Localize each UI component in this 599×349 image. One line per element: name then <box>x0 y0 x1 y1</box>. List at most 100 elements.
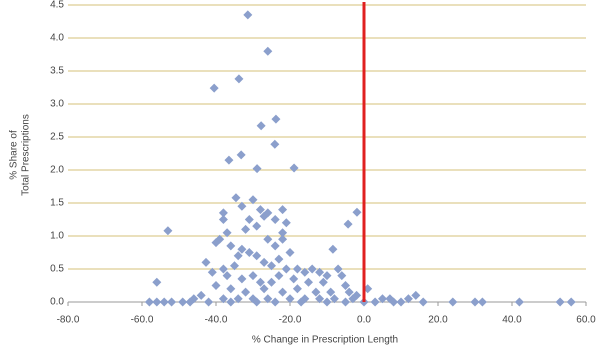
point <box>267 277 276 287</box>
x-tick-label: -80.0 <box>57 315 80 326</box>
point <box>243 10 253 20</box>
point <box>278 228 288 238</box>
point <box>333 264 343 274</box>
point <box>318 277 328 287</box>
point <box>252 221 262 231</box>
y-tick-label: 0.5 <box>50 264 64 275</box>
y-tick-label: 3.0 <box>50 99 64 110</box>
point <box>304 277 313 287</box>
point <box>274 271 284 281</box>
point <box>241 287 251 297</box>
point <box>248 195 258 205</box>
point <box>300 267 310 277</box>
point <box>274 254 284 264</box>
point <box>204 297 214 307</box>
point <box>322 297 332 307</box>
point <box>259 257 269 267</box>
point <box>218 215 228 224</box>
point <box>263 234 273 244</box>
point <box>470 297 480 307</box>
point <box>555 297 565 307</box>
point <box>278 234 288 244</box>
x-tick-label: 40.0 <box>502 315 522 326</box>
point <box>222 228 232 238</box>
point <box>389 297 399 307</box>
point <box>418 297 428 307</box>
point <box>248 271 258 281</box>
point <box>255 205 265 215</box>
point <box>231 193 241 203</box>
point <box>315 267 325 277</box>
point <box>263 208 273 218</box>
y-tick-label: 4.5 <box>50 0 64 11</box>
point <box>270 139 280 149</box>
point <box>201 257 211 267</box>
point <box>270 241 280 251</box>
y-tick-label: 4.0 <box>50 33 64 44</box>
point <box>244 215 254 224</box>
point <box>237 244 247 254</box>
point <box>218 208 228 218</box>
point <box>396 297 406 307</box>
point <box>341 281 350 290</box>
point <box>237 201 247 211</box>
point <box>256 121 266 131</box>
point <box>222 271 232 281</box>
point <box>252 164 262 174</box>
point <box>211 238 221 248</box>
y-tick-label: 2.5 <box>50 132 64 143</box>
point <box>252 297 262 307</box>
point <box>281 264 291 274</box>
point <box>514 297 524 307</box>
point <box>352 207 362 217</box>
point <box>218 294 228 304</box>
point <box>237 274 247 284</box>
point <box>218 264 228 274</box>
point <box>152 277 162 287</box>
point <box>263 294 273 304</box>
point <box>341 297 350 307</box>
point <box>226 284 236 294</box>
point <box>178 297 188 307</box>
point <box>448 297 458 307</box>
point <box>292 284 302 294</box>
x-tick-label: -40.0 <box>205 315 228 326</box>
point <box>159 297 169 307</box>
point <box>281 218 291 228</box>
point <box>211 281 221 290</box>
point <box>270 215 280 224</box>
point <box>226 297 236 307</box>
point <box>348 294 358 304</box>
x-tick-label: 60.0 <box>576 315 596 326</box>
point <box>263 46 273 56</box>
point <box>343 219 353 229</box>
point <box>255 277 265 287</box>
point <box>311 287 321 297</box>
point <box>344 287 354 297</box>
point <box>259 284 269 294</box>
point <box>196 290 206 300</box>
point <box>207 267 217 277</box>
point <box>234 74 244 84</box>
point <box>403 294 413 304</box>
point <box>315 294 325 304</box>
point <box>278 205 288 215</box>
point <box>226 241 236 251</box>
point <box>230 261 239 271</box>
point <box>209 83 219 93</box>
point <box>233 294 243 304</box>
point <box>267 261 276 271</box>
y-tick-label: 1.0 <box>50 231 64 242</box>
point <box>270 297 280 307</box>
point <box>477 297 487 307</box>
point <box>278 287 288 297</box>
x-axis-label: % Change in Prescription Length <box>252 335 398 346</box>
point <box>307 264 317 274</box>
point <box>252 251 262 261</box>
y-tick-label: 0.0 <box>50 297 64 308</box>
point <box>285 248 295 257</box>
point <box>224 155 234 165</box>
point <box>292 264 302 274</box>
point <box>326 287 336 297</box>
y-axis-label: % Share of <box>9 130 20 180</box>
